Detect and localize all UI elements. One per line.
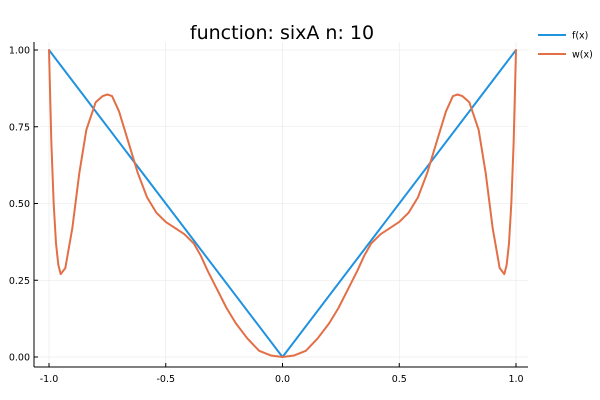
y-tick-label: 1.00	[9, 46, 30, 57]
series-line-w-x	[48, 49, 517, 358]
y-tick-label: 0.00	[9, 353, 30, 364]
legend-label-w-x: w(x)	[572, 50, 593, 61]
y-tick-label: 0.75	[9, 122, 30, 133]
x-tick-label: 0.5	[392, 374, 407, 385]
x-tick-label: -1.0	[40, 374, 59, 385]
grid	[34, 42, 528, 367]
chart-title: function: sixA n: 10	[190, 22, 374, 44]
legend-label-f-x: f(x)	[572, 31, 588, 42]
x-tick-label: -0.5	[156, 374, 175, 385]
legend: f(x) w(x)	[538, 31, 593, 61]
axes	[33, 42, 528, 368]
series	[48, 49, 517, 358]
x-tick-label: 0.0	[275, 374, 290, 385]
y-tick-label: 0.25	[9, 276, 30, 287]
y-tick-label: 0.50	[9, 199, 30, 210]
x-tick-label: 1.0	[508, 374, 523, 385]
tick-labels: -1.0 -0.5 0.0 0.5 1.0 0.00 0.25 0.50 0.75 1.00	[9, 46, 524, 386]
